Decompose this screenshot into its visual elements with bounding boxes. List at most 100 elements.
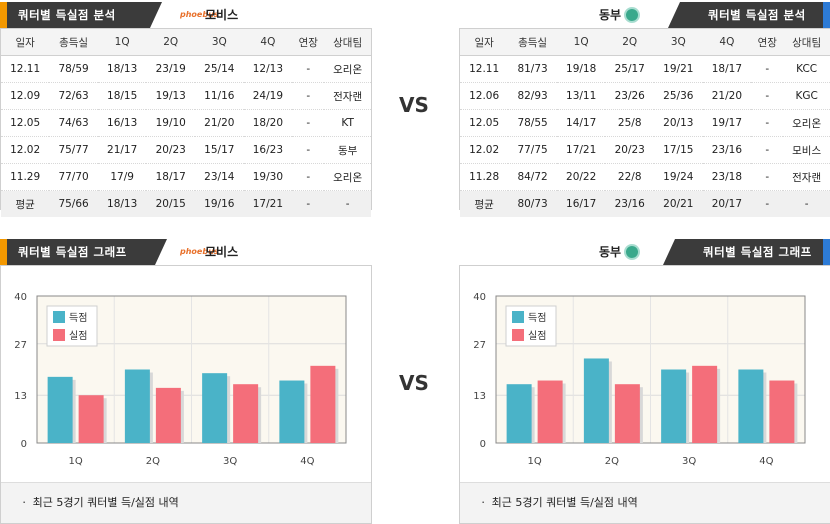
table-cell: - (751, 55, 784, 83)
table-row: 12.09 72/63 18/15 19/13 11/16 24/19- 전자랜 (1, 82, 371, 110)
table-cell: 동부 (324, 136, 371, 164)
mobis-logo-icon: phoebus (180, 247, 219, 256)
table-cell: - (324, 190, 371, 217)
table-cell: 23/16 (702, 136, 752, 164)
column-header: 일자 (460, 29, 509, 56)
table-cell: 23/19 (146, 55, 196, 83)
table-cell: 17/21 (243, 190, 293, 217)
table-row: 12.06 82/93 13/11 23/26 25/36 21/20- KGC (460, 82, 830, 110)
table-cell: 72/63 (49, 82, 98, 110)
column-header: 2Q (146, 29, 196, 56)
y-tick-label: 13 (14, 391, 27, 402)
table-cell: 12.02 (460, 136, 509, 164)
table-cell: - (292, 190, 325, 217)
table-cell: 12.11 (1, 55, 50, 83)
table-cell: 23/14 (195, 163, 244, 191)
table-cell: - (751, 82, 784, 110)
left-team-label: phoebus 모비스 (180, 6, 238, 24)
table-cell: 16/23 (243, 136, 293, 164)
column-header: 4Q (702, 29, 752, 56)
bar-score (506, 384, 532, 443)
average-row: 평균 80/73 16/17 23/16 20/21 20/17- - (460, 190, 830, 217)
table-cell: 23/16 (605, 190, 655, 217)
table-cell: 평균 (1, 190, 50, 217)
y-tick-label: 40 (14, 292, 27, 303)
table-cell: 77/75 (508, 136, 557, 164)
left-team-name: 모비스 (205, 8, 239, 22)
table-cell: 19/10 (146, 109, 196, 137)
bar-score (661, 369, 687, 443)
table-cell: 12/13 (243, 55, 293, 83)
left-table-tab: 쿼터별 득실점 분석 (0, 2, 162, 28)
table-cell: 11.29 (1, 163, 50, 191)
plot-frame (495, 295, 806, 444)
legend-label: 득점 (528, 312, 546, 324)
table-row: 12.05 78/55 14/17 25/8 20/13 19/17- 오리온 (460, 109, 830, 137)
table-cell: 18/17 (146, 163, 196, 191)
table-cell: 13/11 (556, 82, 606, 110)
table-cell: 82/93 (508, 82, 557, 110)
table-cell: 18/17 (702, 55, 752, 83)
table-cell: - (751, 190, 784, 217)
table-cell: 12.09 (1, 82, 50, 110)
bar-concede (155, 387, 181, 443)
table-cell: 21/17 (97, 136, 147, 164)
bar-concede (78, 395, 104, 443)
table-cell: 20/15 (146, 190, 196, 217)
table-cell: KT (324, 109, 371, 137)
table-cell: KGC (783, 82, 830, 110)
y-tick-label: 27 (14, 340, 27, 351)
right-chart-footer: ㆍ 최근 5경기 쿼터별 득/실점 내역 (460, 482, 830, 523)
table-cell: 23/26 (605, 82, 655, 110)
column-header: 일자 (1, 29, 50, 56)
right-chart-team-label: 동부 (599, 243, 641, 261)
column-header: 연장 (751, 29, 784, 56)
left-chart-panel: 0 13 27 40 1Q 2Q 3Q 4Q 득점 실점 ㆍ 최근 5경기 쿼터별 득/실점 내역 (0, 265, 372, 524)
table-cell: 25/14 (195, 55, 244, 83)
x-tick-label: 4Q (759, 456, 773, 467)
column-header: 상대팀 (783, 29, 830, 56)
table-cell: 78/55 (508, 109, 557, 137)
table-cell: 81/73 (508, 55, 557, 83)
table-row: 11.29 77/70 17/9 18/17 23/14 19/30- 오리온 (1, 163, 371, 191)
table-cell: 20/17 (702, 190, 752, 217)
table-cell: 평균 (460, 190, 509, 217)
x-tick-label: 3Q (682, 456, 696, 467)
table-cell: 74/63 (49, 109, 98, 137)
x-tick-label: 2Q (146, 456, 160, 467)
legend-label: 실점 (528, 330, 546, 342)
table-cell: 오리온 (324, 163, 371, 191)
table-cell: 15/17 (195, 136, 244, 164)
plot-frame (36, 295, 347, 444)
y-tick-label: 40 (473, 292, 486, 303)
column-header: 3Q (654, 29, 703, 56)
bar-score (47, 376, 73, 443)
column-header: 2Q (605, 29, 655, 56)
table-cell: 전자랜 (783, 163, 830, 191)
column-header: 상대팀 (324, 29, 371, 56)
table-cell: 오리온 (783, 109, 830, 137)
column-header: 3Q (195, 29, 244, 56)
left-chart-team-name: 모비스 (205, 245, 239, 259)
table-cell: 77/70 (49, 163, 98, 191)
table-cell: 16/13 (97, 109, 147, 137)
table-cell: 25/8 (605, 109, 655, 137)
table-cell: - (751, 136, 784, 164)
table-row: 11.28 84/72 20/22 22/8 19/24 23/18- 전자랜 (460, 163, 830, 191)
table-cell: 전자랜 (324, 82, 371, 110)
legend-swatch (53, 311, 65, 323)
table-cell: 12.11 (460, 55, 509, 83)
right-table-header: 동부 쿼터별 득실점 분석 (459, 2, 830, 28)
table-cell: - (751, 163, 784, 191)
legend-swatch (53, 329, 65, 341)
table-cell: 12.02 (1, 136, 50, 164)
y-tick-label: 0 (21, 439, 27, 450)
table-cell: 20/23 (146, 136, 196, 164)
table-cell: - (292, 136, 325, 164)
bar-concede (310, 365, 336, 443)
table-cell: - (783, 190, 830, 217)
table-row: 12.02 75/77 21/17 20/23 15/17 16/23- 동부 (1, 136, 371, 164)
bar-concede (537, 380, 563, 443)
bar-concede (769, 380, 795, 443)
